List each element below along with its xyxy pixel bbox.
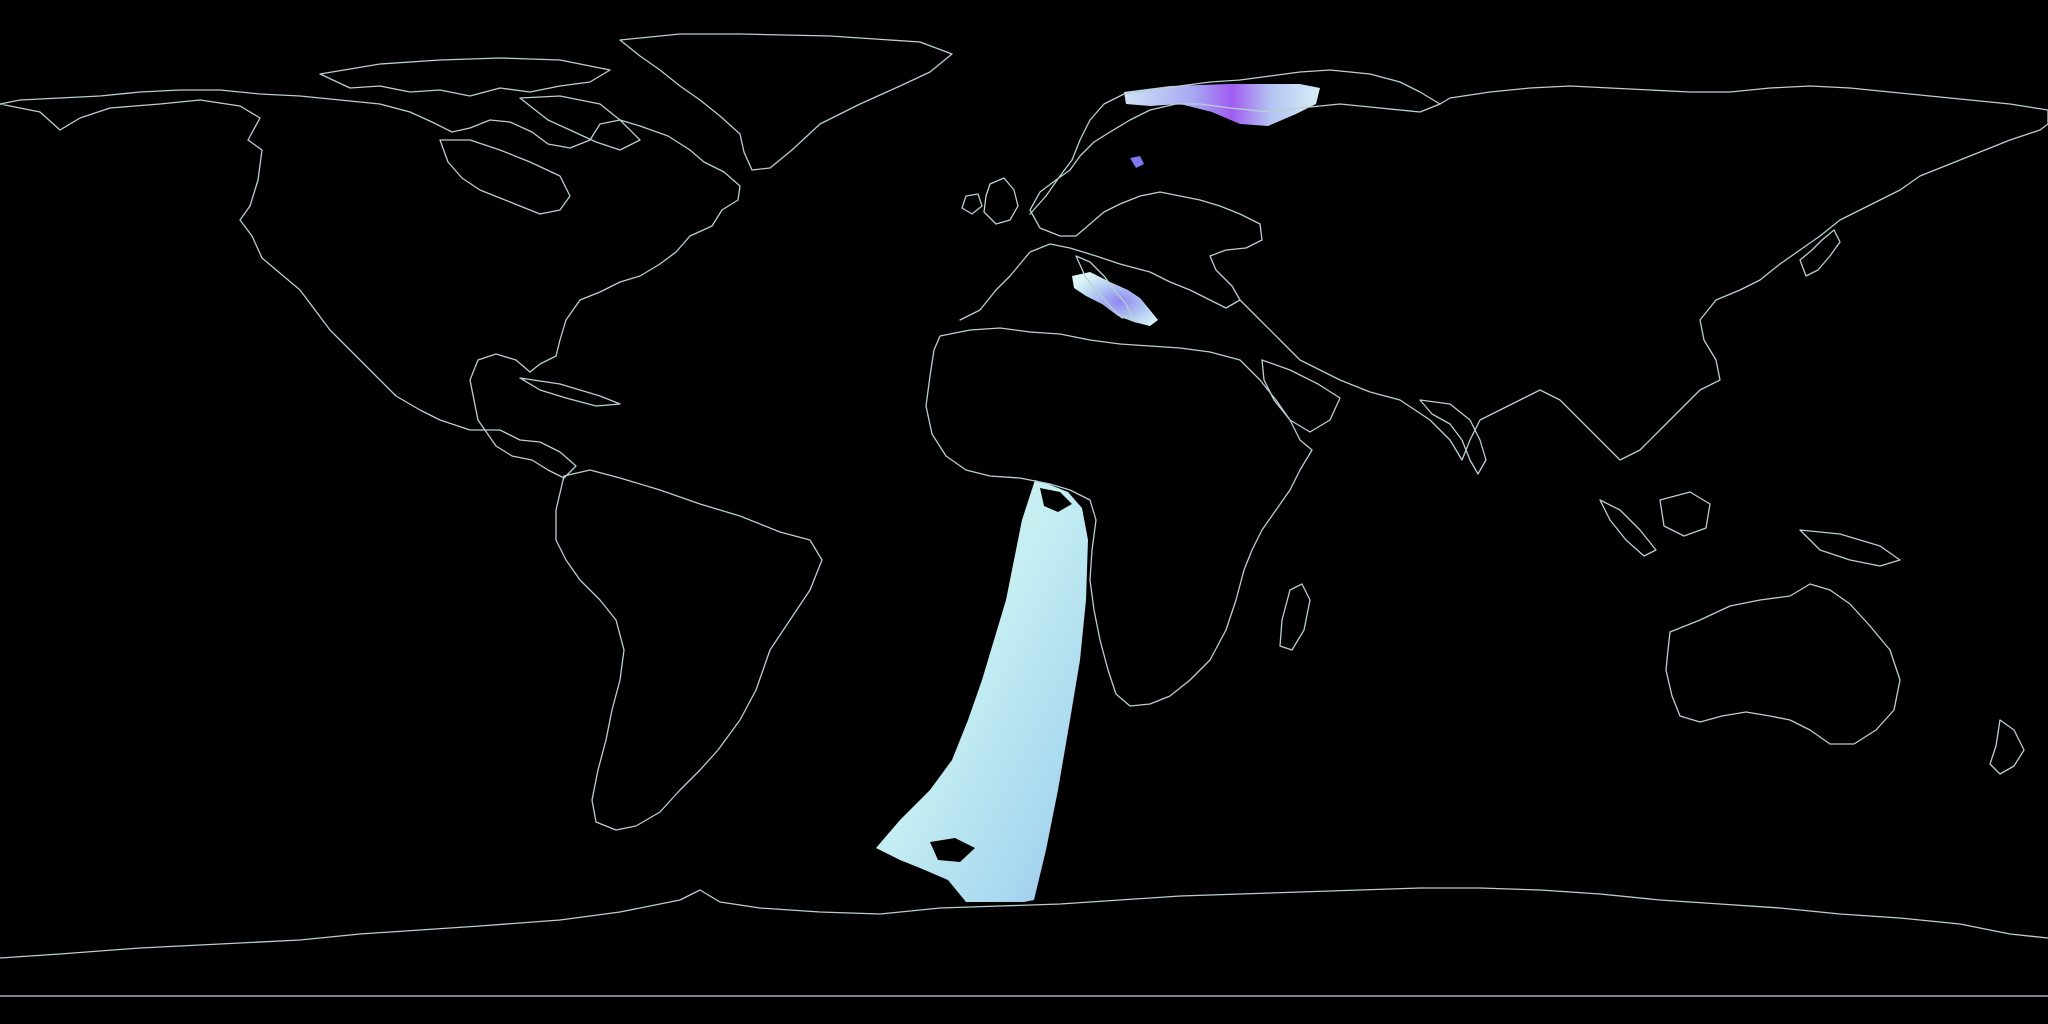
coast-great-britain: [983, 177, 1019, 225]
scandinavia-spot: [1130, 156, 1144, 168]
south-atlantic-swath: [876, 480, 1088, 902]
south-atlantic-swath-gap-2: [1040, 488, 1072, 512]
coast-india: [1419, 399, 1487, 475]
coast-asia: [1239, 85, 2048, 461]
data-layer: [876, 84, 1320, 902]
coast-africa: [925, 327, 1313, 707]
coast-italy: [1075, 255, 1133, 319]
coast-antarctica: [0, 887, 2048, 959]
coast-arctic-islands: [319, 57, 611, 97]
coast-greenland: [619, 33, 953, 171]
barents-sea-patch: [1124, 84, 1320, 126]
coast-baffin: [519, 95, 641, 151]
coast-north-america: [0, 89, 741, 479]
coast-borneo: [1659, 491, 1711, 537]
coast-sumatra: [1599, 499, 1657, 557]
coastlines: [0, 33, 2048, 997]
coast-australia: [1665, 583, 1901, 745]
coast-ireland: [961, 193, 983, 215]
coast-arabia: [1261, 359, 1341, 433]
mediterranean-patch: [1072, 272, 1158, 326]
coast-hudson-bay: [439, 139, 571, 215]
coast-new-guinea: [1799, 529, 1901, 567]
coast-japan: [1799, 229, 1841, 277]
coast-europe: [959, 69, 1441, 321]
coast-south-america: [555, 469, 823, 831]
south-atlantic-swath-gap: [930, 838, 975, 862]
coast-madagascar: [1279, 583, 1311, 651]
coast-new-zealand: [1989, 719, 2025, 775]
coast-cuba: [519, 377, 621, 407]
